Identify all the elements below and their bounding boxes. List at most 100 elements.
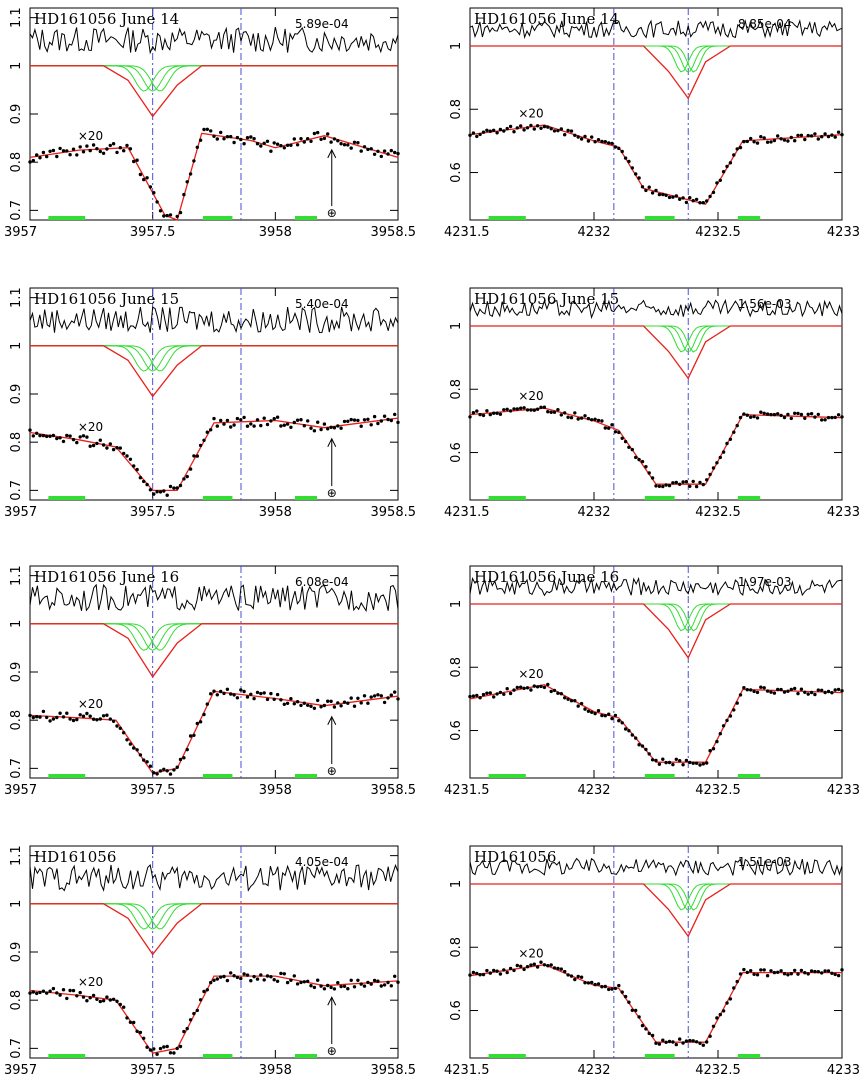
- x-tick-label: 4231.5: [444, 225, 490, 240]
- data-point: [329, 985, 333, 990]
- data-point: [252, 137, 256, 141]
- data-point: [272, 417, 276, 421]
- model-profile-scaled: [469, 124, 843, 205]
- data-point: [586, 981, 591, 985]
- data-point: [833, 972, 837, 977]
- data-point: [379, 154, 383, 159]
- mask-segment: [644, 216, 675, 220]
- data-point: [694, 197, 699, 202]
- data-point: [691, 761, 695, 765]
- x-tick-label: 4232: [577, 1063, 610, 1078]
- x-tick-label: 3957.5: [130, 783, 176, 798]
- data-point: [657, 192, 662, 197]
- data-point: [346, 987, 350, 991]
- data-point: [779, 969, 783, 973]
- data-point: [782, 415, 787, 420]
- data-point: [593, 711, 597, 716]
- data-point: [393, 974, 397, 978]
- data-point: [765, 140, 770, 144]
- data-point: [708, 749, 712, 753]
- data-point: [336, 424, 340, 428]
- data-point: [674, 1042, 678, 1047]
- data-point: [312, 429, 317, 433]
- mask-segment: [644, 496, 675, 500]
- data-point: [309, 704, 313, 708]
- data-point: [590, 980, 594, 985]
- data-point: [667, 1039, 672, 1044]
- data-point: [569, 129, 574, 133]
- data-point: [195, 721, 199, 726]
- data-point: [833, 135, 837, 139]
- x-tick-label: 3957: [4, 1063, 37, 1078]
- telluric-arrowhead: [327, 715, 337, 725]
- data-point: [623, 156, 628, 160]
- data-point: [219, 975, 223, 979]
- data-point: [793, 139, 797, 143]
- panel-title: HD161056 June 15: [34, 290, 179, 308]
- x-tick-label: 3958: [259, 225, 292, 240]
- data-point: [91, 443, 96, 448]
- data-point: [158, 769, 163, 773]
- data-point: [471, 970, 476, 975]
- y-tick-label: 1: [449, 880, 464, 888]
- panel-2: 4231.5 4232 4232.5 4233 0.6 0.8 1 HD161056 June…: [444, 7, 860, 240]
- data-point: [471, 694, 476, 698]
- data-point: [152, 771, 156, 775]
- y-tick-label: 0.8: [449, 657, 464, 678]
- data-point: [488, 691, 492, 695]
- model-profile: [470, 883, 842, 938]
- data-point: [559, 692, 563, 696]
- data-point: [546, 125, 550, 129]
- data-point: [559, 127, 563, 131]
- data-point: [789, 972, 793, 976]
- data-point: [650, 191, 655, 195]
- data-point: [382, 700, 387, 705]
- data-point: [125, 738, 129, 742]
- data-point: [820, 688, 824, 692]
- data-point: [326, 427, 330, 431]
- data-point: [502, 968, 506, 972]
- data-point: [302, 980, 306, 984]
- data-point: [532, 962, 536, 966]
- data-point: [583, 707, 587, 711]
- data-point: [556, 128, 560, 133]
- data-point: [306, 137, 310, 141]
- data-point: [752, 140, 756, 144]
- data-point: [678, 482, 682, 486]
- component-profile: [30, 345, 398, 372]
- data-point: [600, 139, 604, 144]
- data-point: [742, 967, 746, 972]
- data-point: [681, 763, 685, 767]
- data-point: [498, 690, 503, 695]
- x-tick-label: 4232: [577, 505, 610, 520]
- x-tick-label: 3957: [4, 225, 37, 240]
- data-point: [552, 129, 557, 133]
- data-point: [542, 405, 547, 409]
- data-point: [222, 691, 226, 696]
- data-point: [786, 689, 790, 693]
- data-point: [152, 1047, 156, 1051]
- data-point: [232, 974, 236, 978]
- data-point: [135, 158, 139, 162]
- data-point: [681, 196, 685, 200]
- data-point: [48, 989, 52, 993]
- data-point: [816, 137, 820, 141]
- data-point: [809, 134, 814, 138]
- data-point: [542, 963, 547, 967]
- data-point: [647, 752, 651, 756]
- x-tick-label: 3958.5: [371, 505, 417, 520]
- data-point: [603, 984, 607, 989]
- data-point: [522, 967, 526, 972]
- data-point: [728, 714, 733, 718]
- data-point: [542, 124, 547, 129]
- data-point: [617, 983, 621, 988]
- data-point: [563, 133, 567, 137]
- data-point: [728, 437, 733, 441]
- data-point: [396, 151, 400, 156]
- data-point: [742, 686, 746, 690]
- model-profile-scaled: [469, 407, 843, 485]
- mask-segment: [294, 216, 318, 220]
- data-point: [691, 199, 695, 203]
- data-point: [738, 415, 743, 420]
- data-point: [235, 416, 240, 421]
